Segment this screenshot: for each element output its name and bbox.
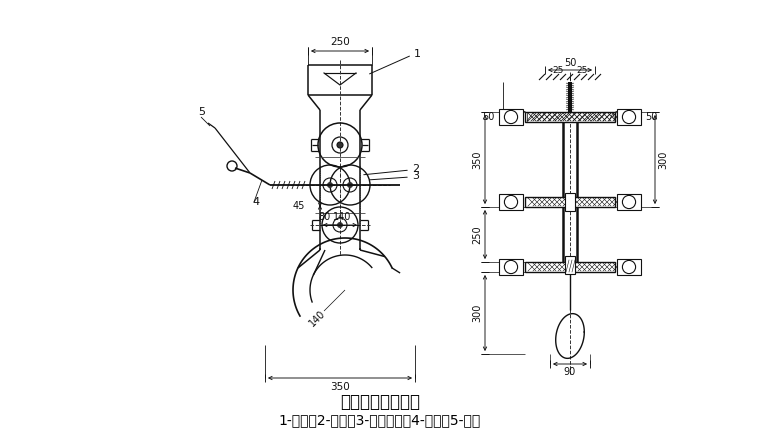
Circle shape	[337, 222, 343, 228]
Text: 350: 350	[330, 382, 350, 392]
Bar	[565, 193, 575, 211]
Bar	[617, 259, 641, 275]
Text: 140: 140	[307, 308, 327, 328]
Text: 90: 90	[564, 367, 576, 377]
Text: 350: 350	[472, 150, 482, 169]
Bar	[565, 256, 575, 274]
Text: 50: 50	[483, 112, 495, 122]
Circle shape	[337, 142, 343, 148]
Text: 50: 50	[564, 58, 576, 68]
Text: 5: 5	[198, 107, 205, 117]
Bar	[499, 109, 523, 125]
Text: 4: 4	[252, 197, 259, 207]
Text: 250: 250	[472, 225, 482, 244]
Text: 25: 25	[576, 66, 587, 75]
Text: 140: 140	[333, 212, 351, 222]
Circle shape	[347, 182, 353, 188]
Text: 1-吊环；2-耳板；3-销环轴辊；4-销柄；5-拉绳: 1-吊环；2-耳板；3-销环轴辊；4-销柄；5-拉绳	[279, 413, 481, 427]
Text: 25: 25	[553, 66, 564, 75]
Text: 300: 300	[658, 150, 668, 169]
Text: 1: 1	[414, 49, 421, 59]
Circle shape	[327, 182, 333, 188]
Text: 45: 45	[293, 201, 305, 211]
Text: 250: 250	[330, 37, 350, 47]
Text: 50: 50	[645, 112, 657, 122]
Bar	[525, 112, 615, 122]
Text: 300: 300	[472, 304, 482, 322]
Bar	[525, 197, 615, 207]
Text: 3: 3	[412, 171, 419, 181]
Text: 80: 80	[319, 212, 331, 222]
Bar	[617, 109, 641, 125]
Bar	[617, 194, 641, 210]
Text: 强夯自动脱钩器图: 强夯自动脱钩器图	[340, 393, 420, 411]
Bar	[525, 262, 615, 272]
Bar	[499, 194, 523, 210]
Text: 2: 2	[412, 164, 419, 174]
Bar	[499, 259, 523, 275]
